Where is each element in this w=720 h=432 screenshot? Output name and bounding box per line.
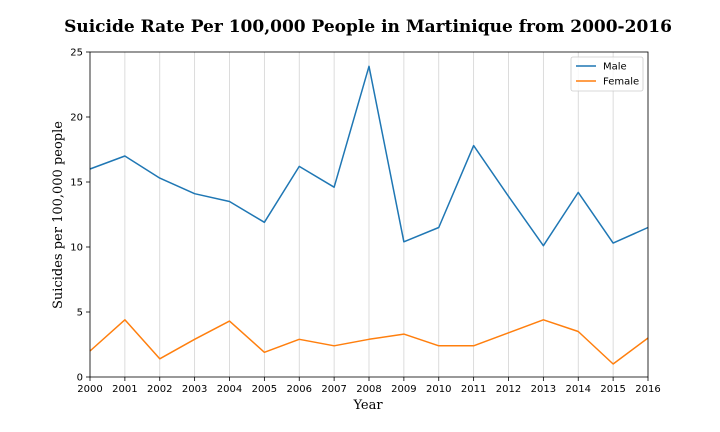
legend-label: Female — [603, 77, 639, 88]
series-lines — [89, 65, 649, 365]
x-tick-label: 2010 — [426, 384, 451, 395]
y-tick-label: 0 — [77, 373, 83, 384]
series-line-male — [89, 65, 649, 247]
chart-title: Suicide Rate Per 100,000 People in Marti… — [64, 17, 672, 37]
x-tick-label: 2002 — [147, 384, 172, 395]
y-axis-ticks: 0 5 10 15 20 25 — [70, 48, 90, 384]
x-tick-label: 2009 — [391, 384, 416, 395]
x-tick-label: 2011 — [461, 384, 486, 395]
legend: Male Female — [570, 56, 644, 92]
x-axis-ticks: 2000 2001 2002 2003 2004 2005 2006 2007 2008 2009… — [77, 377, 661, 395]
series-line-female — [89, 319, 649, 365]
x-tick-label: 2016 — [635, 384, 660, 395]
y-tick-label: 5 — [77, 308, 83, 319]
x-tick-label: 2013 — [531, 384, 556, 395]
x-tick-label: 2012 — [496, 384, 521, 395]
x-tick-label: 2001 — [112, 384, 137, 395]
x-tick-label: 2008 — [356, 384, 381, 395]
x-tick-label: 2006 — [287, 384, 312, 395]
x-tick-label: 2005 — [252, 384, 277, 395]
x-axis-label: Year — [352, 398, 383, 413]
x-tick-label: 2014 — [566, 384, 591, 395]
x-tick-label: 2015 — [600, 384, 625, 395]
y-tick-label: 15 — [70, 178, 83, 189]
y-tick-label: 10 — [70, 243, 83, 254]
x-tick-label: 2003 — [182, 384, 207, 395]
x-tick-label: 2007 — [321, 384, 346, 395]
y-axis-label: Suicides per 100,000 people — [51, 121, 66, 309]
legend-label: Male — [603, 62, 627, 73]
y-tick-label: 20 — [70, 113, 83, 124]
x-tick-label: 2000 — [77, 384, 102, 395]
y-tick-label: 25 — [70, 48, 83, 59]
x-tick-label: 2004 — [217, 384, 242, 395]
